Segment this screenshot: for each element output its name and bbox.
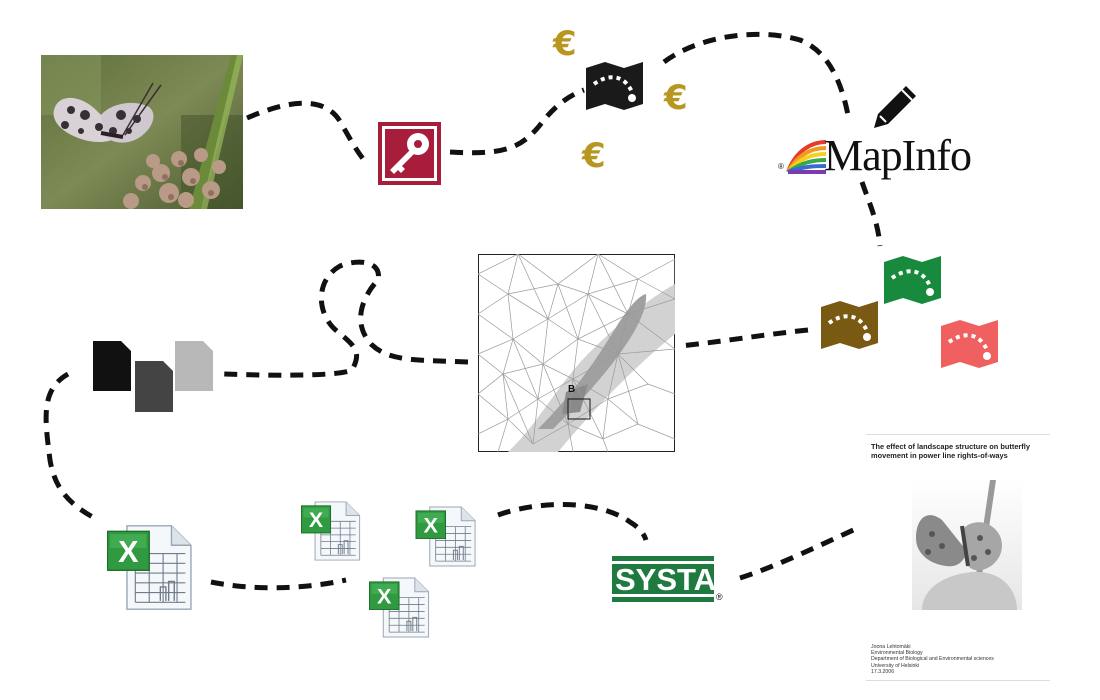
euro-icon: € [582,136,606,176]
connector-photo-to-access [246,100,366,162]
folded-map-icon [941,320,998,368]
excel-spreadsheet-icon: X [107,523,197,612]
connector-excel-to-excel-group [210,577,347,591]
systat-wordmark: SYSTAT [615,562,733,597]
connector-docs-to-excel [43,371,100,523]
connector-access-to-map [449,87,585,156]
folded-map-icon [884,256,941,304]
tin-map-panel: B [478,254,675,452]
document-stack-icon [93,341,215,413]
connector-mapinfo-to-maps [859,181,883,247]
excel-letter: X [424,513,439,538]
folded-map-icon [821,301,878,349]
butterfly-photo [41,55,243,209]
excel-spreadsheet-icon: X [415,505,480,568]
systat-logo: SYSTAT ® [612,556,733,606]
thesis-butterfly-photo [912,480,1022,610]
excel-spreadsheet-icon: X [301,500,364,562]
connector-maps-to-tin [679,327,809,349]
connector-tin-to-docs [223,259,469,378]
mapinfo-logo: ® MapInfo [778,131,972,182]
thesis-title: The effect of landscape structure on but… [871,442,1030,460]
systat-registered-mark: ® [716,592,723,602]
connector-excel-group-to-systat [497,502,649,541]
access-key-icon [378,122,441,185]
mapinfo-wordmark: MapInfo [824,131,972,180]
pencil-icon [868,82,920,134]
map-panel-label: B [568,384,576,395]
thesis-cover: The effect of landscape structure on but… [866,434,1050,682]
thesis-author-block: Joona Lehtomäki Environmental Biology De… [871,644,994,675]
excel-letter: X [309,508,324,532]
folded-map-icon [586,62,643,110]
excel-letter: X [377,584,392,609]
connector-map-to-mapinfo [662,31,851,116]
euro-icon: € [664,78,688,118]
euro-icon: € [553,24,577,64]
connector-systat-to-thesis [739,524,862,581]
excel-letter: X [118,535,139,569]
mapinfo-registered-mark: ® [778,162,784,171]
excel-spreadsheet-icon: X [369,576,433,639]
